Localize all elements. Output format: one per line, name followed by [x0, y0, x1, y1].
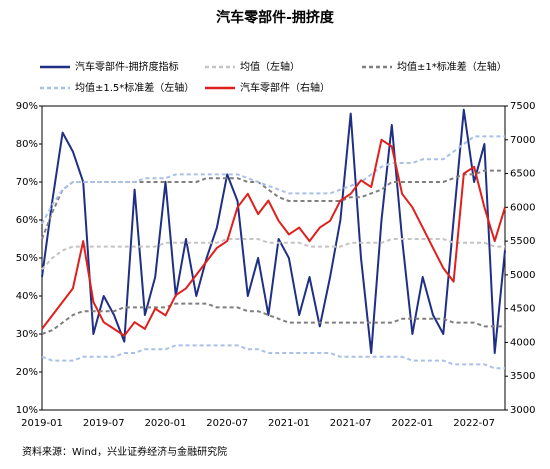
legend-label: 汽车零部件（右轴） [240, 81, 330, 94]
y-tick-label: 20% [16, 367, 38, 378]
series-line [41, 302, 505, 335]
y2-tick-label: 7000 [510, 135, 535, 146]
y-tick-label: 40% [16, 291, 38, 302]
y-tick-label: 80% [16, 139, 38, 150]
y2-tick-label: 3000 [510, 405, 535, 416]
y-tick-label: 10% [16, 405, 38, 416]
plot-frame [41, 105, 506, 411]
y2-tick-label: 5000 [510, 270, 535, 281]
series-line [41, 135, 505, 225]
x-tick-label: 2022-07 [453, 418, 495, 429]
legend-label: 均值±1.5*标准差（左轴） [75, 81, 194, 94]
legend-label: 汽车零部件-拥挤度指标 [75, 60, 179, 73]
x-tick-label: 2022-01 [392, 418, 434, 429]
y-tick-label: 60% [16, 215, 38, 226]
x-tick-label: 2021-07 [330, 418, 372, 429]
legend-label: 均值（左轴） [240, 60, 300, 73]
series-line [41, 169, 505, 240]
y-tick-label: 30% [16, 329, 38, 340]
y-tick-label: 50% [16, 253, 38, 264]
y2-tick-label: 7500 [510, 101, 535, 112]
source: 资料来源：Wind，兴业证券经济与金融研究院 [22, 445, 227, 458]
y2-tick-label: 3500 [510, 371, 535, 382]
x-tick-label: 2021-01 [268, 418, 310, 429]
y2-tick-label: 6000 [510, 202, 535, 213]
chart-title: 汽车零部件-拥挤度 [216, 9, 335, 26]
x-tick-label: 2020-01 [145, 418, 187, 429]
x-tick-label: 2019-07 [83, 418, 125, 429]
series-line [41, 108, 506, 354]
legend-label: 均值±1*标准差（左轴） [397, 60, 507, 73]
x-tick-label: 2019-01 [21, 418, 63, 429]
y2-tick-label: 5500 [510, 236, 535, 247]
y-tick-label: 70% [16, 177, 38, 188]
y2-tick-label: 4500 [510, 304, 535, 315]
series-line [41, 238, 505, 271]
series-line [41, 344, 505, 370]
y2-tick-label: 6500 [510, 169, 535, 180]
series-line [41, 138, 506, 337]
y2-tick-label: 4000 [510, 337, 535, 348]
y-tick-label: 90% [16, 101, 38, 112]
x-tick-label: 2020-07 [206, 418, 248, 429]
